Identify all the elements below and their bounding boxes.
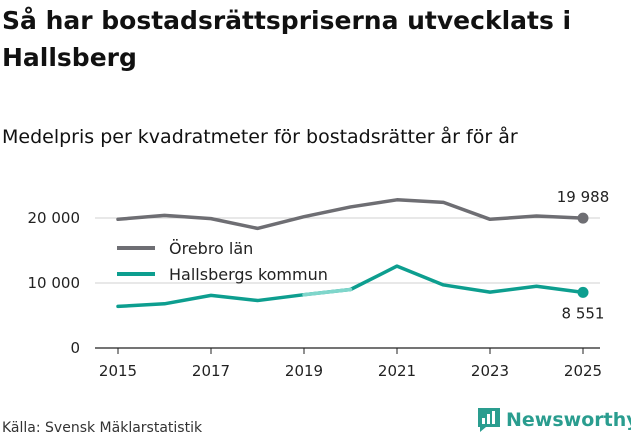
- x-tick-label: 2023: [471, 362, 509, 380]
- series-line-orebro-lan: [116, 198, 585, 231]
- series-end-label: 8 551: [562, 304, 605, 322]
- series-end-label: 19 988: [557, 188, 610, 206]
- source-note: Källa: Svensk Mäklarstatistik: [2, 420, 203, 436]
- x-tick-label: 2015: [99, 362, 137, 380]
- y-tick-label: 20 000: [28, 209, 81, 227]
- line-chart: 0 10 000 20 000 2015 2017 2019 2021 2023 2025 19 …: [28, 188, 610, 380]
- x-tick-label: 2017: [192, 362, 230, 380]
- chart-subtitle: Medelpris per kvadratmeter för bostadsrä…: [2, 126, 518, 148]
- brand-logo[interactable]: Newsworthy: [476, 406, 631, 434]
- legend-label: Hallsbergs kommun: [169, 265, 328, 284]
- series-highlight-segment: [302, 287, 353, 297]
- brand-name: Newsworthy: [506, 409, 631, 431]
- y-tick-label: 0: [70, 339, 80, 357]
- y-tick-label: 10 000: [28, 274, 81, 292]
- series-end-point: [577, 212, 589, 224]
- x-tick-label: 2025: [564, 362, 602, 380]
- x-tick-label: 2021: [378, 362, 416, 380]
- x-tick-label: 2019: [285, 362, 323, 380]
- chart-title: Så har bostadsrättspriserna utvecklats i…: [2, 6, 572, 72]
- series-end-point: [577, 286, 589, 298]
- newsworthy-logo-icon: [478, 408, 500, 432]
- legend-label: Örebro län: [169, 239, 253, 258]
